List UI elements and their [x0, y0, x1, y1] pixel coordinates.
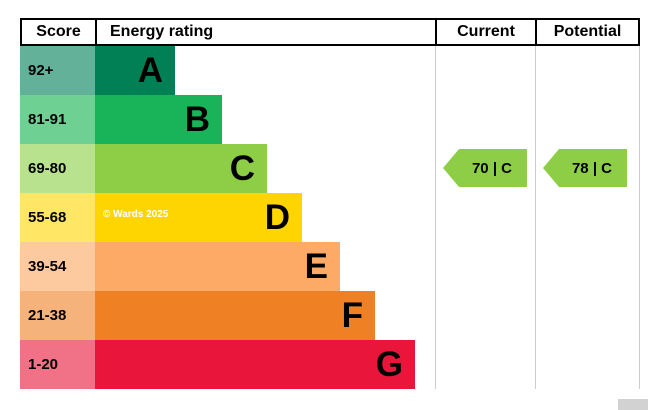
band-bar-b: B: [95, 95, 222, 144]
band-rows: 92+ A 81-91 B 69-80 C 55-68 © Wards 2025…: [20, 46, 640, 389]
band-bar-f: F: [95, 291, 375, 340]
band-bar-a: A: [95, 46, 175, 95]
potential-rating-arrow: 78 | C: [543, 149, 627, 187]
band-row-f: 21-38 F: [20, 291, 640, 340]
band-bar-track: G: [95, 340, 435, 389]
band-score-range: 92+: [20, 46, 95, 95]
band-bar-e: E: [95, 242, 340, 291]
header-current: Current: [435, 20, 535, 44]
band-bar-d: © Wards 2025 D: [95, 193, 302, 242]
band-row-g: 1-20 G: [20, 340, 640, 389]
band-bar-track: A: [95, 46, 435, 95]
band-score-range: 55-68: [20, 193, 95, 242]
bottom-right-artifact: [618, 399, 648, 410]
band-letter: A: [137, 50, 163, 90]
column-divider-current-potential: [535, 46, 536, 389]
band-bar-c: C: [95, 144, 267, 193]
band-bar-track: © Wards 2025 D: [95, 193, 435, 242]
band-score-range: 81-91: [20, 95, 95, 144]
header-potential: Potential: [535, 20, 640, 44]
band-letter: F: [341, 295, 363, 335]
band-score-range: 69-80: [20, 144, 95, 193]
chart-header-row: Score Energy rating Current Potential: [20, 18, 640, 46]
header-score: Score: [20, 20, 95, 44]
column-divider-rating-current: [435, 46, 436, 389]
band-bar-track: B: [95, 95, 435, 144]
band-row-d: 55-68 © Wards 2025 D: [20, 193, 640, 242]
header-energy-rating: Energy rating: [95, 20, 435, 44]
band-row-a: 92+ A: [20, 46, 640, 95]
band-row-c: 69-80 C: [20, 144, 640, 193]
column-divider-right-edge: [639, 46, 640, 389]
band-row-b: 81-91 B: [20, 95, 640, 144]
band-bar-g: G: [95, 340, 415, 389]
band-letter: D: [264, 197, 290, 237]
band-bar-track: F: [95, 291, 435, 340]
band-letter: C: [229, 148, 255, 188]
current-rating-arrow: 70 | C: [443, 149, 527, 187]
copyright-watermark: © Wards 2025: [103, 209, 169, 220]
band-bar-track: E: [95, 242, 435, 291]
band-letter: G: [375, 344, 403, 384]
band-score-range: 21-38: [20, 291, 95, 340]
band-score-range: 1-20: [20, 340, 95, 389]
band-letter: E: [304, 246, 328, 286]
epc-rating-chart: Score Energy rating Current Potential 92…: [20, 18, 640, 389]
band-letter: B: [184, 99, 210, 139]
band-bar-track: C: [95, 144, 435, 193]
band-row-e: 39-54 E: [20, 242, 640, 291]
band-score-range: 39-54: [20, 242, 95, 291]
